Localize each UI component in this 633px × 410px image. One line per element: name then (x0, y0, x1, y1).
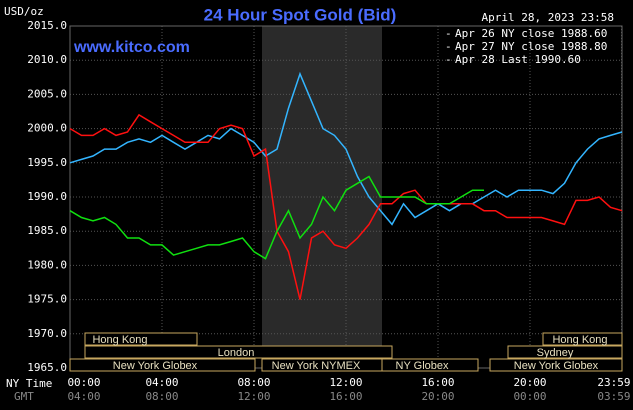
y-tick-label: 1980.0 (27, 258, 67, 271)
series-line (69, 71, 623, 226)
session-label: NY Globex (396, 360, 449, 372)
x-axis-label: NY Time (6, 377, 52, 390)
y-tick-label: 1985.0 (27, 224, 67, 237)
session-box (489, 358, 623, 372)
session-box (507, 345, 623, 359)
x2-tick-label: 03:59 (597, 390, 630, 403)
x-tick-label: 20:00 (513, 376, 546, 389)
date: April 28, 2023 23:58 (482, 11, 614, 24)
y-tick-label: 2000.0 (27, 122, 67, 135)
legend-label: Apr 28 Last 1990.60 (455, 53, 581, 66)
y-tick-label: 2010.0 (27, 53, 67, 66)
session-label: Sydney (537, 347, 574, 359)
y-tick-label: 1975.0 (27, 293, 67, 306)
session-label: New York Globex (113, 360, 198, 372)
x2-tick-label: 00:00 (513, 390, 546, 403)
session-box (69, 358, 256, 372)
session-label: Hong Kong (552, 334, 607, 346)
series-line (69, 175, 484, 260)
legend-label: Apr 27 NY close 1988.80 (455, 40, 607, 53)
x-tick-label: 00:00 (67, 376, 100, 389)
x2-tick-label: 08:00 (145, 390, 178, 403)
legend-dash: - (445, 40, 452, 53)
x-tick-label: 12:00 (329, 376, 362, 389)
y-tick-label: 2015.0 (27, 19, 67, 32)
y-tick-label: 1970.0 (27, 327, 67, 340)
y-tick-label: 1965.0 (27, 361, 67, 374)
x-tick-label: 04:00 (145, 376, 178, 389)
session-label: New York Globex (514, 360, 599, 372)
x2-tick-label: 16:00 (329, 390, 362, 403)
session-label: London (218, 347, 255, 359)
legend-dash: - (445, 27, 452, 40)
session-label: New York NYMEX (272, 360, 361, 372)
x-tick-label: 08:00 (237, 376, 270, 389)
y-axis-label: USD/oz (4, 5, 44, 18)
legend-dash: - (445, 53, 452, 66)
y-tick-label: 1995.0 (27, 156, 67, 169)
session-box (542, 332, 623, 346)
y-tick-label: 2005.0 (27, 87, 67, 100)
x2-tick-label: 04:00 (67, 390, 100, 403)
x2-tick-label: 20:00 (421, 390, 454, 403)
session-box (381, 358, 479, 372)
session-box (84, 345, 393, 359)
x-tick-label: 16:00 (421, 376, 454, 389)
sessions: Hong Kong London New York Globex New Yor… (69, 332, 623, 372)
site: www.kitco.com (73, 39, 190, 56)
session-box (84, 332, 198, 346)
x2-axis-label: GMT (14, 390, 34, 403)
x-tick-label: 23:59 (597, 376, 630, 389)
chart-title: 24 Hour Spot Gold (Bid) (204, 5, 397, 24)
legend-label: Apr 26 NY close 1988.60 (455, 27, 607, 40)
series-line (69, 113, 623, 300)
y-tick-label: 1990.0 (27, 190, 67, 203)
x2-tick-label: 12:00 (237, 390, 270, 403)
session-label: Hong Kong (92, 334, 147, 346)
